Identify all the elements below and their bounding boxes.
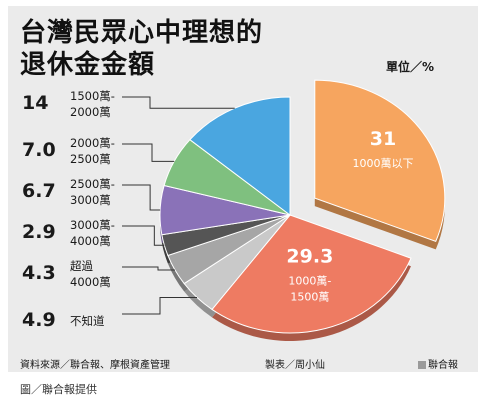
legend-value: 2.9 bbox=[22, 221, 56, 243]
legend-label: 2000萬- 2500萬 bbox=[70, 135, 115, 167]
slice-category-label: 1000萬以下 bbox=[352, 157, 413, 170]
legend-label-line: 3000萬 bbox=[70, 193, 111, 207]
pie-slice bbox=[314, 79, 446, 242]
legend-leader-line bbox=[122, 96, 235, 109]
pie-slice bbox=[189, 96, 291, 217]
pie-slice bbox=[211, 214, 412, 334]
legend-label-line: 4000萬 bbox=[70, 275, 111, 289]
unit-label: 單位／% bbox=[386, 60, 435, 74]
image-caption: 圖／聯合報提供 bbox=[20, 383, 97, 396]
slice-category-label: 1500萬 bbox=[290, 291, 329, 304]
legend-label-line: 3000萬- bbox=[70, 218, 115, 232]
legend-label-line: 2500萬- bbox=[70, 177, 115, 191]
legend-label: 不知道 bbox=[70, 313, 105, 329]
legend-value: 4.9 bbox=[22, 309, 56, 331]
legend-leader-line bbox=[122, 225, 165, 246]
legend-leader-line bbox=[122, 184, 161, 211]
legend-label-line: 不知道 bbox=[70, 314, 105, 328]
chart-title-line2: 退休金金額 bbox=[20, 50, 156, 80]
legend-leader-line bbox=[122, 296, 198, 315]
legend-label: 3000萬- 4000萬 bbox=[70, 217, 115, 249]
chart-title-line1: 台灣民眾心中理想的 bbox=[20, 18, 264, 48]
slice-value-label: 31 bbox=[370, 128, 396, 150]
legend-label-line: 4000萬 bbox=[70, 234, 111, 248]
legend-leader-line bbox=[122, 266, 175, 271]
slice-value-label: 29.3 bbox=[286, 246, 333, 268]
legend-value: 14 bbox=[22, 92, 49, 114]
legend-label: 2500萬- 3000萬 bbox=[70, 176, 115, 208]
legend-label-line: 2500萬 bbox=[70, 152, 111, 166]
publisher-logo-text: 聯合報 bbox=[428, 360, 458, 371]
publisher-logo: 聯合報 bbox=[418, 356, 458, 371]
legend-value: 7.0 bbox=[22, 139, 56, 161]
legend-value: 4.3 bbox=[22, 262, 56, 284]
legend-label-line: 2000萬 bbox=[70, 105, 111, 119]
source-text: 資料來源／聯合報、摩根資產管理 bbox=[20, 360, 170, 371]
legend-label-line: 超過 bbox=[70, 259, 93, 273]
legend-leader-line bbox=[122, 143, 175, 162]
slice-category-label: 1000萬- bbox=[288, 275, 331, 288]
legend-label-line: 1500萬- bbox=[70, 89, 115, 103]
legend-value: 6.7 bbox=[22, 180, 56, 202]
legend-label: 1500萬- 2000萬 bbox=[70, 88, 115, 120]
legend-label: 超過 4000萬 bbox=[70, 258, 111, 290]
credit-text: 製表／周小仙 bbox=[265, 360, 325, 371]
legend-label-line: 2000萬- bbox=[70, 136, 115, 150]
